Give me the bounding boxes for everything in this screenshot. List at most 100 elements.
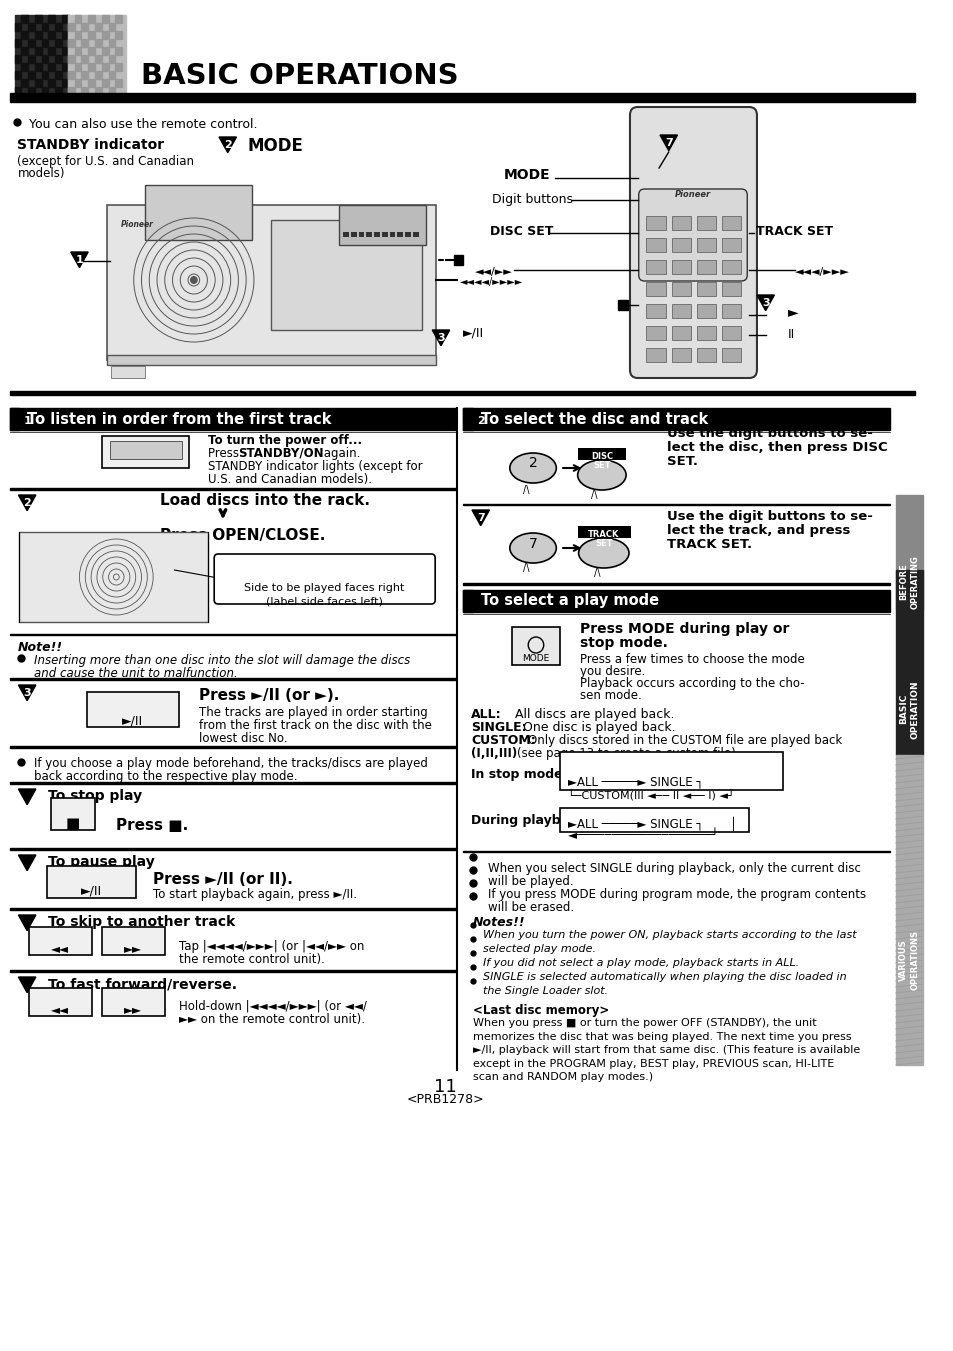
- Text: ►►: ►►: [124, 1002, 142, 1016]
- Text: Press ►/II (or II).: Press ►/II (or II).: [153, 871, 293, 888]
- Bar: [559, 808, 748, 832]
- Text: DISC SET: DISC SET: [490, 226, 553, 238]
- Bar: [49, 63, 55, 72]
- Bar: [696, 238, 716, 253]
- Bar: [109, 23, 115, 31]
- Text: SET: SET: [595, 539, 612, 549]
- Text: (I,II,III): (I,II,III): [471, 747, 517, 761]
- Bar: [463, 408, 889, 430]
- Text: CUSTOM:: CUSTOM:: [471, 734, 536, 747]
- Text: During playback:: During playback:: [471, 815, 589, 827]
- Text: sen mode.: sen mode.: [579, 689, 640, 703]
- Text: When you press ■ or turn the power OFF (STANDBY), the unit
memorizes the disc th: When you press ■ or turn the power OFF (…: [473, 1019, 860, 1082]
- Text: ALL:: ALL:: [471, 708, 501, 721]
- Bar: [721, 259, 740, 274]
- Text: When you select SINGLE during playback, only the current disc: When you select SINGLE during playback, …: [488, 862, 861, 875]
- Text: In stop mode:: In stop mode:: [471, 767, 567, 781]
- Polygon shape: [18, 977, 36, 993]
- Text: lowest disc No.: lowest disc No.: [198, 732, 287, 744]
- Bar: [87, 692, 179, 727]
- Bar: [95, 39, 102, 47]
- Bar: [109, 39, 115, 47]
- Bar: [95, 86, 102, 95]
- Ellipse shape: [578, 538, 628, 567]
- Text: If you did not select a play mode, playback starts in ALL.: If you did not select a play mode, playb…: [482, 958, 798, 969]
- Text: Press MODE during play or: Press MODE during play or: [579, 621, 788, 636]
- Bar: [81, 86, 88, 95]
- Bar: [10, 488, 455, 490]
- Bar: [366, 232, 372, 236]
- Bar: [68, 39, 74, 47]
- Text: If you choose a play mode beforehand, the tracks/discs are played: If you choose a play mode beforehand, th…: [34, 757, 427, 770]
- Bar: [145, 185, 252, 240]
- Text: STANDBY indicator: STANDBY indicator: [17, 138, 165, 153]
- Text: <Last disc memory>: <Last disc memory>: [473, 1004, 609, 1017]
- Text: Inserting more than one disc into the slot will damage the discs: Inserting more than one disc into the sl…: [34, 654, 410, 667]
- Text: BASIC
OPERATION: BASIC OPERATION: [898, 680, 918, 739]
- Bar: [68, 15, 126, 95]
- Text: 2: 2: [224, 141, 232, 150]
- Bar: [721, 349, 740, 362]
- Bar: [721, 326, 740, 340]
- Polygon shape: [472, 509, 489, 526]
- Bar: [49, 31, 55, 39]
- Text: To select the disc and track: To select the disc and track: [480, 412, 707, 427]
- Bar: [696, 282, 716, 296]
- Bar: [88, 47, 95, 55]
- Bar: [578, 526, 630, 538]
- Bar: [102, 436, 189, 467]
- Text: 7: 7: [476, 513, 484, 523]
- Bar: [35, 63, 42, 72]
- Bar: [463, 851, 889, 852]
- Bar: [42, 86, 49, 95]
- Text: MODE: MODE: [503, 168, 550, 182]
- Bar: [374, 232, 379, 236]
- Bar: [381, 232, 387, 236]
- Bar: [88, 31, 95, 39]
- Text: 2: 2: [528, 457, 537, 470]
- Bar: [14, 39, 21, 47]
- Text: To pause play: To pause play: [49, 855, 155, 869]
- Text: and cause the unit to malfunction.: and cause the unit to malfunction.: [34, 667, 237, 680]
- Bar: [35, 47, 42, 55]
- Bar: [28, 86, 35, 95]
- Text: Only discs stored in the CUSTOM file are played back: Only discs stored in the CUSTOM file are…: [528, 734, 841, 747]
- Polygon shape: [18, 855, 36, 870]
- Bar: [646, 216, 665, 230]
- Bar: [10, 408, 455, 430]
- Bar: [109, 72, 115, 78]
- Ellipse shape: [509, 453, 556, 484]
- Ellipse shape: [509, 534, 556, 563]
- Text: Digit buttons: Digit buttons: [492, 193, 573, 205]
- Bar: [895, 570, 922, 755]
- Text: Press: Press: [208, 447, 243, 459]
- Bar: [74, 31, 81, 39]
- Bar: [102, 927, 165, 955]
- Bar: [19, 532, 208, 621]
- Text: To fast forward/reverse.: To fast forward/reverse.: [49, 977, 237, 992]
- Text: 2: 2: [476, 416, 484, 426]
- Bar: [14, 86, 21, 95]
- Bar: [74, 15, 81, 23]
- Text: Press OPEN/CLOSE.: Press OPEN/CLOSE.: [160, 528, 325, 543]
- Bar: [102, 63, 109, 72]
- Text: (see page 13 to create a custom file).: (see page 13 to create a custom file).: [516, 747, 739, 761]
- FancyBboxPatch shape: [214, 554, 435, 604]
- Bar: [21, 31, 28, 39]
- Text: models): models): [17, 168, 65, 180]
- Text: /\: /\: [522, 485, 529, 494]
- Bar: [115, 31, 122, 39]
- Text: ►: ►: [787, 305, 798, 319]
- Bar: [671, 216, 690, 230]
- Bar: [696, 304, 716, 317]
- Bar: [68, 55, 74, 63]
- Polygon shape: [18, 685, 36, 701]
- Bar: [721, 304, 740, 317]
- Bar: [671, 304, 690, 317]
- Text: Side to be played faces right: Side to be played faces right: [244, 584, 404, 593]
- Bar: [618, 300, 627, 309]
- Text: To skip to another track: To skip to another track: [49, 915, 235, 929]
- Bar: [646, 349, 665, 362]
- Polygon shape: [472, 413, 489, 428]
- Bar: [405, 232, 411, 236]
